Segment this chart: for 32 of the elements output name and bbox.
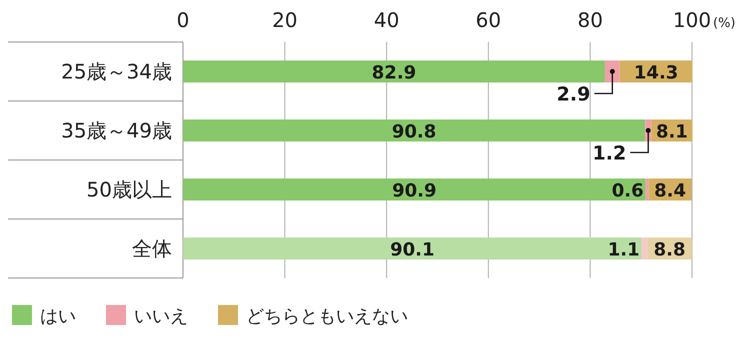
bar bbox=[183, 178, 646, 200]
legend-label: はい bbox=[40, 306, 76, 327]
annotation: 1.2 bbox=[592, 142, 626, 164]
bar bbox=[183, 120, 646, 142]
data-label: 0.6 bbox=[612, 180, 644, 202]
x-tick-label: 20 bbox=[272, 8, 298, 32]
legend-label: どちらともいえない bbox=[246, 306, 408, 327]
x-tick-label: 40 bbox=[374, 8, 400, 32]
data-label: 14.3 bbox=[634, 62, 678, 84]
data-label: 90.9 bbox=[392, 180, 437, 202]
bar bbox=[183, 238, 642, 260]
annotation: 2.9 bbox=[556, 84, 590, 106]
y-tick-label: 35歳～49歳 bbox=[61, 118, 172, 142]
x-tick-label: 100 bbox=[672, 8, 712, 32]
bar bbox=[183, 60, 605, 82]
y-tick-label: 25歳～34歳 bbox=[61, 60, 172, 84]
bar bbox=[646, 178, 649, 200]
data-label: 8.4 bbox=[654, 180, 686, 202]
bar bbox=[642, 238, 648, 260]
x-tick-label: 60 bbox=[476, 8, 502, 32]
data-label: 90.8 bbox=[392, 122, 436, 142]
data-label: 8.1 bbox=[656, 122, 688, 142]
data-label: 1.1 bbox=[608, 240, 640, 260]
legend-label: いいえ bbox=[134, 306, 188, 327]
y-tick-label: 50歳以上 bbox=[86, 178, 172, 202]
y-tick-label: 全体 bbox=[132, 236, 172, 260]
x-axis-title: (%) bbox=[713, 16, 736, 31]
data-label: 8.8 bbox=[654, 240, 686, 260]
data-label: 82.9 bbox=[372, 62, 416, 84]
data-label: 90.1 bbox=[390, 240, 435, 260]
x-tick-label: 80 bbox=[577, 8, 603, 32]
x-tick-label: 0 bbox=[176, 8, 190, 32]
